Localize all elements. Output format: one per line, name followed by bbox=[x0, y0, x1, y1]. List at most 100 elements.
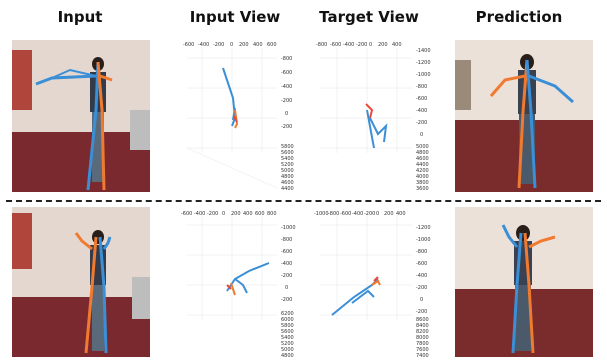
y-tick: 4600 bbox=[281, 180, 294, 186]
y-tick-labels: 8600 8400 8200 8000 7800 7600 7400 bbox=[416, 317, 429, 359]
z-tick: -200 bbox=[281, 273, 292, 279]
x-tick: 0 bbox=[369, 42, 372, 48]
z-tick: -600 bbox=[281, 70, 292, 76]
z-tick: -600 bbox=[281, 249, 292, 255]
prediction-photo-row1 bbox=[455, 40, 593, 192]
skeleton bbox=[226, 262, 270, 296]
row-divider bbox=[6, 200, 601, 202]
x-tick: -200 bbox=[364, 211, 375, 217]
y-tick: 6000 bbox=[281, 317, 294, 323]
y-tick: 5400 bbox=[281, 335, 294, 341]
header-input-view: Input View bbox=[189, 8, 281, 26]
z-tick: -200 bbox=[281, 297, 292, 303]
z-tick: -600 bbox=[416, 96, 427, 102]
z-tick: -200 bbox=[416, 285, 427, 291]
target-view-plot-row2: -1000 -800 -600 -400 -200 0 200 400 -120… bbox=[312, 205, 437, 360]
z-tick: -200 bbox=[416, 309, 427, 315]
x-tick: -400 bbox=[352, 211, 363, 217]
header-input: Input bbox=[57, 8, 103, 26]
skeleton bbox=[365, 103, 388, 149]
input-view-plot-row1: -600 -400 -200 0 200 400 600 -800 -600 -… bbox=[177, 38, 302, 193]
x-tick: -200 bbox=[213, 42, 224, 48]
y-tick: 5200 bbox=[281, 162, 294, 168]
y-tick: 5200 bbox=[281, 341, 294, 347]
z-tick: -600 bbox=[416, 261, 427, 267]
z-tick: -1400 bbox=[416, 48, 431, 54]
y-tick: 4600 bbox=[416, 156, 429, 162]
y-tick: 4400 bbox=[416, 162, 429, 168]
x-tick: -600 bbox=[181, 211, 192, 217]
x-tick: -600 bbox=[330, 42, 341, 48]
y-tick: 7800 bbox=[416, 341, 429, 347]
y-tick: 3800 bbox=[416, 180, 429, 186]
skeleton bbox=[331, 276, 381, 316]
z-tick: -400 bbox=[416, 108, 427, 114]
y-tick: 5000 bbox=[281, 168, 294, 174]
z-tick-labels: -1400 -1200 -1000 -800 -600 -400 -200 0 bbox=[416, 48, 431, 138]
y-tick: 8400 bbox=[416, 323, 429, 329]
z-tick-labels: -800 -600 -400 -200 0 -200 bbox=[281, 56, 292, 130]
z-tick: 0 bbox=[285, 111, 288, 117]
y-tick: 5000 bbox=[416, 144, 429, 150]
z-tick: 0 bbox=[285, 285, 288, 291]
z-tick: -800 bbox=[416, 249, 427, 255]
z-tick: -1000 bbox=[416, 72, 431, 78]
x-tick-labels: -600 -400 -200 0 200 400 600 bbox=[183, 42, 277, 48]
y-tick: 5600 bbox=[281, 150, 294, 156]
y-tick-labels: 5000 4800 4600 4400 4200 4000 3800 3600 bbox=[416, 144, 429, 192]
y-tick: 6200 bbox=[281, 311, 294, 317]
z-tick: 0 bbox=[420, 297, 423, 303]
z-tick: -200 bbox=[281, 98, 292, 104]
input-photo-row2 bbox=[12, 207, 150, 357]
x-tick: -200 bbox=[207, 211, 218, 217]
x-tick: -800 bbox=[328, 211, 339, 217]
input-photo-row1 bbox=[12, 40, 150, 192]
y-tick: 4800 bbox=[281, 174, 294, 180]
y-tick: 5800 bbox=[281, 144, 294, 150]
x-tick: 200 bbox=[231, 211, 241, 217]
y-tick: 7600 bbox=[416, 347, 429, 353]
prediction-photo-row2 bbox=[455, 207, 593, 357]
x-tick: 400 bbox=[396, 211, 406, 217]
x-tick: 400 bbox=[243, 211, 253, 217]
x-tick: 0 bbox=[222, 211, 225, 217]
x-tick: -400 bbox=[343, 42, 354, 48]
x-tick: 800 bbox=[267, 211, 277, 217]
z-tick: -400 bbox=[281, 84, 292, 90]
z-tick-labels: -1000 -800 -600 -400 -200 0 -200 bbox=[281, 225, 296, 303]
x-tick: -400 bbox=[194, 211, 205, 217]
x-tick-labels: -600 -400 -200 0 200 400 600 800 bbox=[181, 211, 277, 217]
y-tick: 8200 bbox=[416, 329, 429, 335]
y-tick: 3600 bbox=[416, 186, 429, 192]
z-tick: -400 bbox=[281, 261, 292, 267]
y-tick: 5000 bbox=[281, 347, 294, 353]
x-tick-labels: -800 -600 -400 -200 0 200 400 bbox=[316, 42, 402, 48]
y-tick: 4800 bbox=[416, 150, 429, 156]
input-view-plot-row2: -600 -400 -200 0 200 400 600 800 -1000 -… bbox=[177, 205, 302, 360]
y-tick: 5400 bbox=[281, 156, 294, 162]
x-tick: -1000 bbox=[314, 211, 329, 217]
y-tick: 4800 bbox=[281, 353, 294, 359]
x-tick: 600 bbox=[255, 211, 265, 217]
x-tick: -600 bbox=[340, 211, 351, 217]
z-tick: -1000 bbox=[281, 225, 296, 231]
x-tick: 200 bbox=[378, 42, 388, 48]
x-tick: 200 bbox=[239, 42, 249, 48]
x-tick: -600 bbox=[183, 42, 194, 48]
z-tick: -800 bbox=[281, 56, 292, 62]
x-tick: 400 bbox=[392, 42, 402, 48]
x-tick: 0 bbox=[230, 42, 233, 48]
y-tick: 4200 bbox=[416, 168, 429, 174]
z-tick: -1200 bbox=[416, 60, 431, 66]
z-tick: -200 bbox=[416, 120, 427, 126]
x-tick: 200 bbox=[384, 211, 394, 217]
skeleton bbox=[222, 67, 239, 129]
y-tick: 8600 bbox=[416, 317, 429, 323]
y-tick: 5600 bbox=[281, 329, 294, 335]
y-tick: 8000 bbox=[416, 335, 429, 341]
y-tick: 4000 bbox=[416, 174, 429, 180]
z-tick: -400 bbox=[416, 273, 427, 279]
x-tick: 400 bbox=[253, 42, 263, 48]
target-view-plot-row1: -800 -600 -400 -200 0 200 400 -1400 -120… bbox=[312, 38, 437, 193]
z-tick: -800 bbox=[416, 84, 427, 90]
